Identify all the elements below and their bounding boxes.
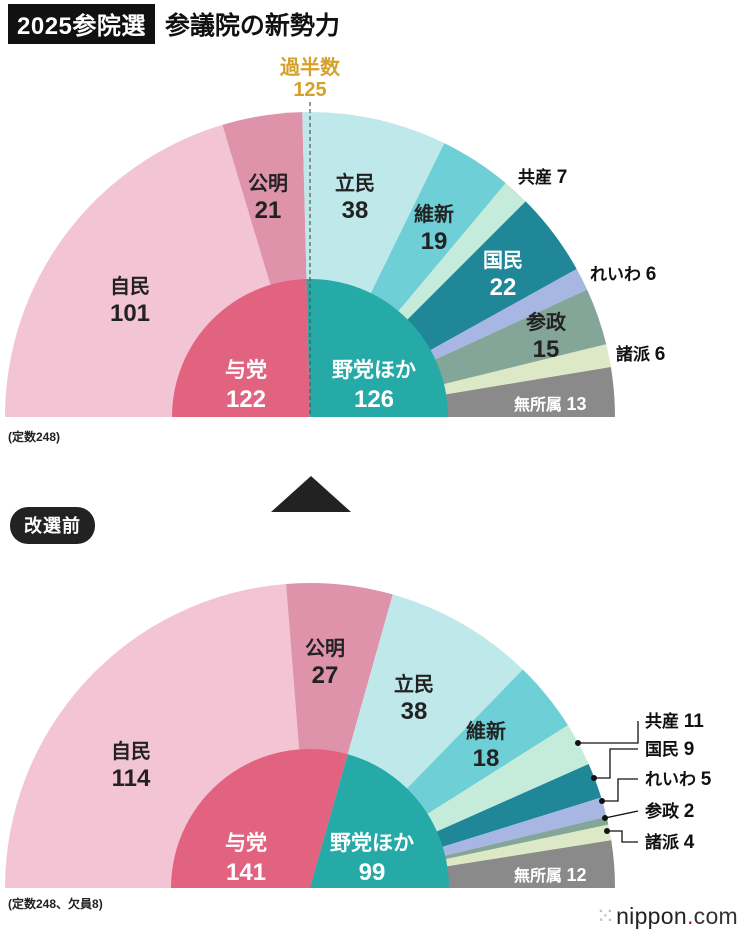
party-inline-label: 諸派 4 (645, 832, 695, 853)
party-inline-label: れいわ 5 (645, 769, 712, 790)
party-name-label: 公明 (305, 637, 345, 660)
party-seat-count: 114 (112, 765, 151, 792)
party-seat-count: 27 (312, 662, 339, 689)
party-name-label: 国民 (483, 250, 523, 272)
majority-label: 過半数 (280, 55, 341, 79)
party-inline-label: 諸派 6 (616, 344, 665, 365)
election-tag: 2025参院選 (8, 4, 155, 44)
party-name-label: 維新 (414, 202, 454, 226)
bloc-segment (310, 754, 449, 888)
bloc-segment (172, 279, 310, 417)
leader-line (578, 721, 639, 744)
before-election-badge: 改選前 (10, 507, 95, 544)
leader-line (602, 778, 638, 802)
leader-line (604, 810, 639, 819)
bloc-name-label: 与党 (225, 359, 267, 382)
party-inline-label: 国民 9 (645, 739, 694, 760)
party-inline-label: 無所属 12 (514, 865, 586, 885)
bloc-segment (306, 279, 448, 417)
party-inline-label: 参政 2 (645, 801, 694, 822)
header: 2025参院選 参議院の新勢力 (8, 4, 340, 44)
bloc-seat-count: 122 (226, 386, 266, 413)
party-inline-label: 無所属 13 (514, 394, 586, 414)
party-seat-count: 101 (110, 300, 150, 327)
party-name-label: 公明 (248, 172, 288, 195)
nippon-logo: ⁙nippon.com (595, 903, 738, 929)
party-seat-count: 21 (255, 197, 282, 224)
leader-dot (602, 815, 608, 821)
party-seat-count: 38 (401, 698, 428, 725)
bloc-seat-count: 141 (226, 859, 266, 886)
up-arrow-icon (271, 476, 351, 512)
party-name-label: 維新 (466, 719, 506, 743)
party-inline-label: 共産 7 (518, 167, 567, 188)
bloc-name-label: 野党ほか (330, 832, 414, 855)
party-name-label: 立民 (335, 171, 375, 195)
logo-dots-icon: ⁙ (595, 903, 615, 929)
majority-value: 125 (293, 79, 326, 101)
party-seat-count: 15 (533, 336, 560, 363)
party-inline-label: 共産 11 (645, 711, 704, 732)
leader-dot (591, 775, 597, 781)
leader-line (594, 748, 638, 779)
bloc-name-label: 野党ほか (332, 359, 416, 382)
page-title: 参議院の新勢力 (164, 12, 340, 40)
party-seat-count: 22 (490, 274, 517, 301)
party-inline-label: れいわ 6 (590, 264, 656, 285)
leader-dot (599, 798, 605, 804)
bloc-seat-count: 126 (354, 386, 394, 413)
leader-dot (575, 740, 581, 746)
seat-total-note-after: (定数248) (8, 430, 61, 444)
bloc-name-label: 与党 (225, 832, 267, 855)
leader-line (607, 830, 638, 843)
party-name-label: 自民 (111, 739, 151, 763)
bloc-segment (171, 749, 348, 888)
party-seat-count: 38 (342, 197, 369, 224)
leader-dot (604, 828, 610, 834)
party-seat-count: 18 (473, 745, 500, 772)
seat-total-note-before: (定数248、欠員8) (8, 897, 103, 911)
party-name-label: 参政 (526, 310, 567, 334)
bloc-seat-count: 99 (359, 859, 386, 886)
party-seat-count: 19 (421, 228, 448, 255)
party-name-label: 立民 (394, 672, 434, 696)
party-name-label: 自民 (110, 274, 150, 298)
